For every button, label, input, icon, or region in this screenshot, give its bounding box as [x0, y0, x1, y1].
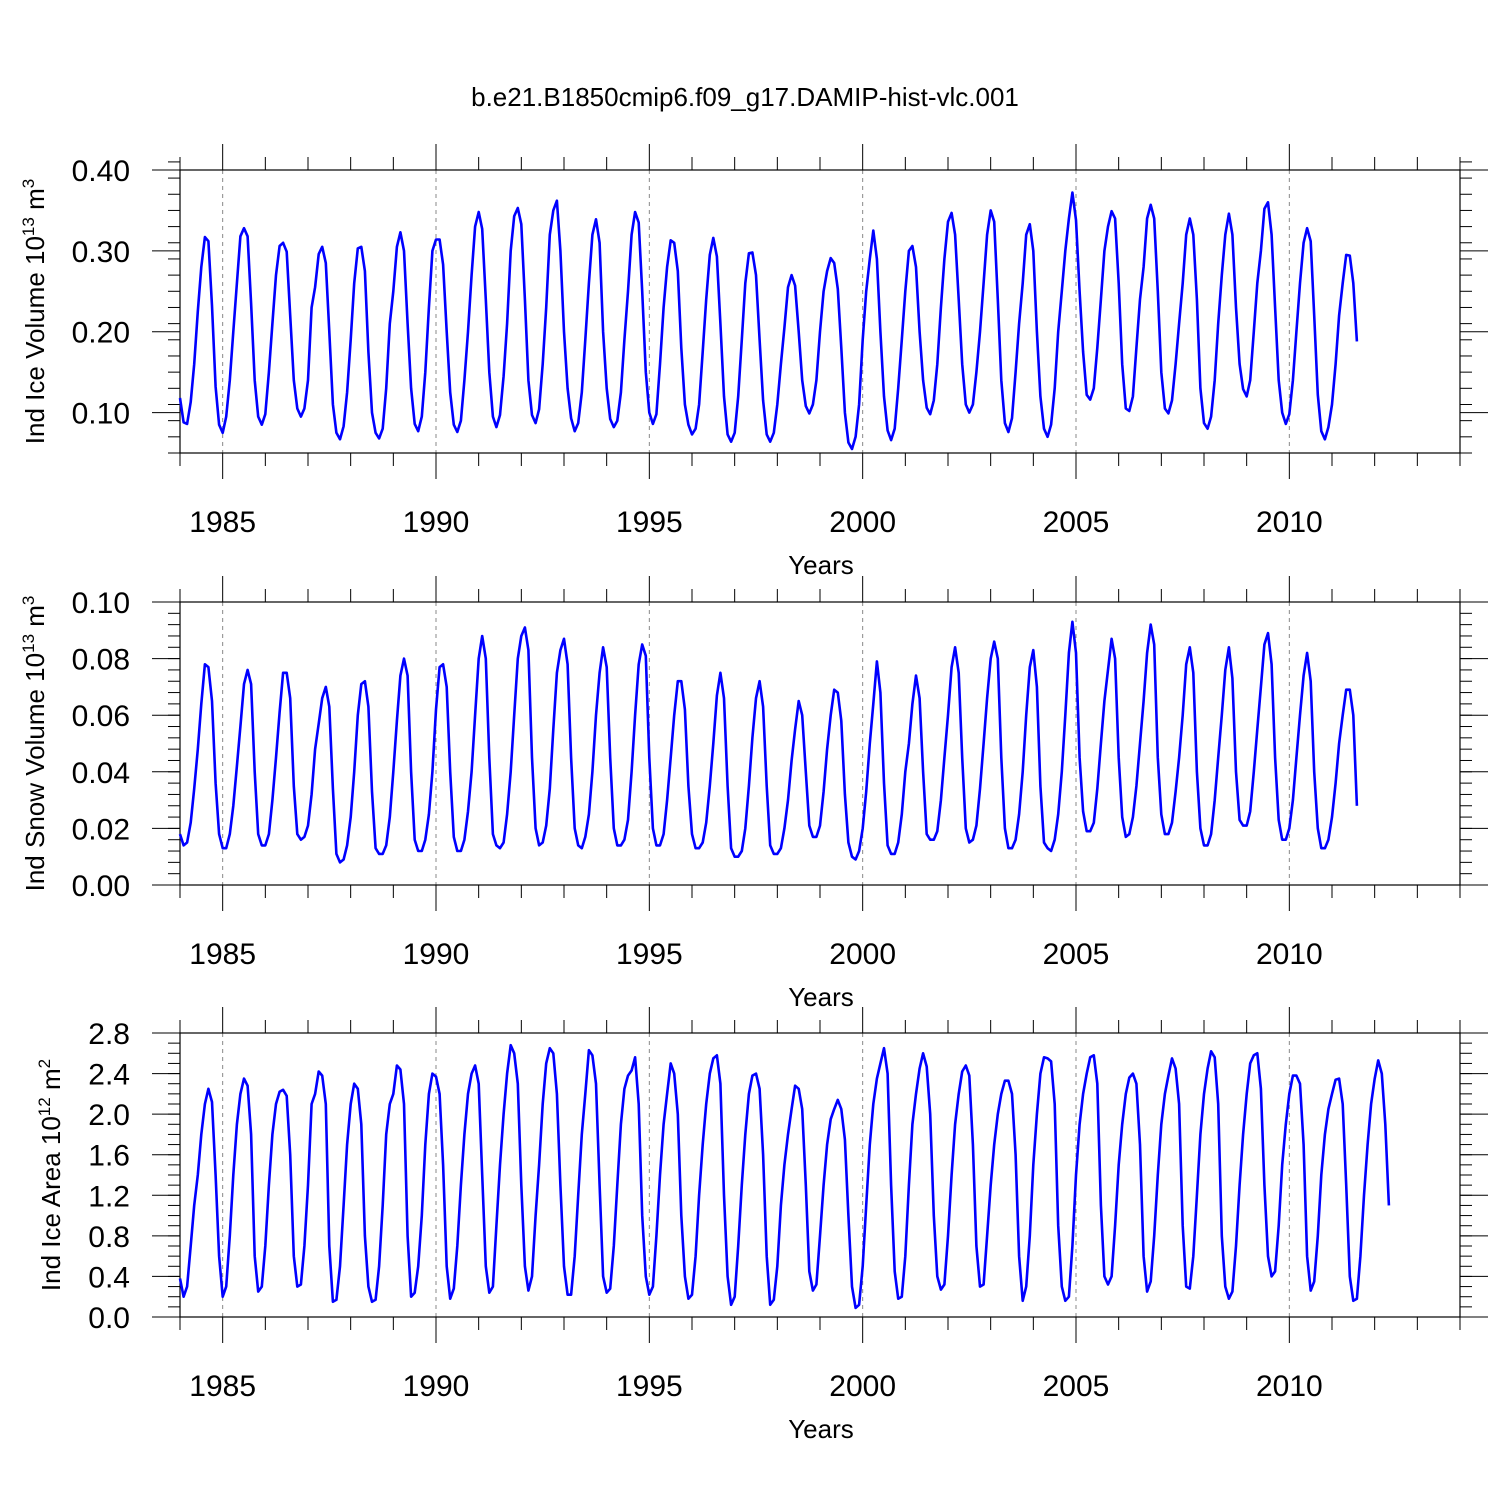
snow-volume-panel: 1985 1990 1995 2000 2005 2010 Years 0.00 0.02 0.0… — [19, 576, 1488, 1012]
y-tick-label: 0.20 — [72, 317, 130, 350]
x-axis-label: Years — [788, 550, 854, 580]
series-line — [178, 191, 1359, 451]
x-tick-label: 1995 — [616, 1370, 683, 1403]
x-tick-label: 1990 — [403, 938, 470, 971]
x-tick-label: 2000 — [829, 506, 896, 539]
ice-area-panel: 1985 1990 1995 2000 2005 2010 Years 0.0 0.4 0.8 1.… — [35, 1007, 1488, 1444]
x-tick-label: 1985 — [189, 1370, 256, 1403]
x-tick-label: 1995 — [616, 506, 683, 539]
x-axis-label: Years — [788, 1414, 854, 1444]
y-tick-label: 0.8 — [88, 1221, 130, 1254]
y-tick-label: 1.6 — [88, 1140, 130, 1173]
x-tick-label: 1985 — [189, 938, 256, 971]
plot-frame — [179, 601, 1461, 886]
y-tick-label: 0.4 — [88, 1261, 130, 1294]
figure-title: b.e21.B1850cmip6.f09_g17.DAMIP-hist-vlc.… — [471, 82, 1019, 112]
x-tick-label: 2010 — [1256, 1370, 1323, 1403]
y-axis-label: Ind Ice Area 1012 m2 — [35, 1059, 66, 1291]
x-tick-label: 1990 — [403, 506, 470, 539]
x-tick-label: 1985 — [189, 506, 256, 539]
y-tick-label: 0.10 — [72, 587, 130, 620]
y-tick-label: 0.02 — [72, 813, 130, 846]
ice-volume-panel: 1985 1990 1995 2000 2005 2010 Years 0.10 0.20 0.3… — [19, 144, 1488, 580]
x-tick-label: 2000 — [829, 938, 896, 971]
y-tick-label: 0.00 — [72, 870, 130, 903]
x-tick-label: 1995 — [616, 938, 683, 971]
y-axis-label: Ind Ice Volume 1013 m3 — [19, 179, 50, 444]
y-tick-label: 2.4 — [88, 1059, 130, 1092]
plot-frame — [179, 1032, 1461, 1318]
series-line — [178, 1043, 1391, 1310]
y-tick-label: 2.0 — [88, 1099, 130, 1132]
x-tick-label: 2005 — [1043, 506, 1110, 539]
y-tick-label: 0.10 — [72, 398, 130, 431]
series-line — [178, 620, 1359, 864]
y-tick-label: 0.04 — [72, 757, 130, 790]
y-tick-label: 0.06 — [72, 700, 130, 733]
y-tick-label: 0.08 — [72, 644, 130, 677]
y-tick-label: 1.2 — [88, 1180, 130, 1213]
x-tick-label: 2010 — [1256, 506, 1323, 539]
y-tick-label: 0.40 — [72, 155, 130, 188]
x-tick-label: 2005 — [1043, 1370, 1110, 1403]
y-tick-label: 0.30 — [72, 236, 130, 269]
x-axis-label: Years — [788, 982, 854, 1012]
y-tick-label: 0.0 — [88, 1302, 130, 1335]
y-axis-label: Ind Snow Volume 1013 m3 — [19, 596, 50, 892]
x-tick-label: 2005 — [1043, 938, 1110, 971]
x-tick-label: 2010 — [1256, 938, 1323, 971]
x-tick-label: 2000 — [829, 1370, 896, 1403]
x-tick-label: 1990 — [403, 1370, 470, 1403]
y-tick-label: 2.8 — [88, 1018, 130, 1051]
